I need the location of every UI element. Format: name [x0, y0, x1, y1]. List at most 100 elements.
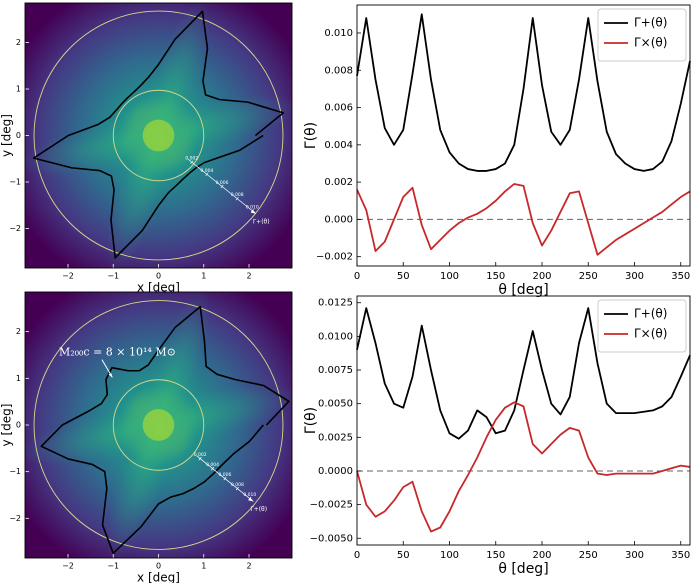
- radial-tick: [248, 496, 252, 501]
- x-tick-label: 2: [246, 562, 251, 571]
- radial-tick: [235, 196, 239, 201]
- radial-tick: [223, 476, 227, 481]
- x-tick-label: −1: [107, 272, 119, 281]
- y-tick-label: 0: [16, 421, 21, 430]
- y-tick-label: 0.004: [324, 140, 353, 151]
- x-tick-label: 150: [486, 550, 505, 561]
- plot-frame: [356, 4, 691, 267]
- y-tick-label: −0.0025: [310, 500, 353, 511]
- y-tick-label: 2: [16, 327, 21, 336]
- y-tick-label: 0.000: [324, 214, 353, 225]
- plot-frame: [24, 291, 293, 559]
- radial-axis-label: Γ+(θ): [250, 506, 267, 513]
- y-tick-label: 0.010: [324, 28, 353, 39]
- x-tick-label: −1: [107, 562, 119, 571]
- radial-tick: [235, 486, 239, 491]
- gamma-contour: [40, 305, 290, 555]
- legend-label: Γ×(θ): [634, 327, 667, 341]
- legend-box: [597, 8, 687, 62]
- x-tick-label: 100: [440, 271, 459, 282]
- legend-box: [597, 299, 687, 353]
- x-axis-label: θ [deg]: [498, 561, 548, 577]
- y-tick-label: −0.002: [316, 252, 353, 263]
- x-axis-label: θ [deg]: [498, 282, 548, 298]
- y-axis-label: y [deg]: [0, 404, 14, 447]
- x-tick-label: −2: [62, 272, 74, 281]
- radial-tick-label: 0.006: [219, 472, 232, 478]
- annotation: M₂₀₀c = 8 × 10¹⁴ M⊙: [59, 346, 176, 359]
- x-tick-label: 250: [579, 550, 598, 561]
- x-tick-label: 0: [156, 272, 161, 281]
- x-tick-label: 300: [625, 550, 644, 561]
- y-tick-label: 0.0125: [318, 298, 353, 309]
- radial-tick-label: 0.008: [231, 482, 244, 488]
- radial-tick-label: 0.002: [185, 156, 198, 162]
- x-tick-label: 150: [486, 271, 505, 282]
- radial-tick: [220, 184, 224, 189]
- plot-frame: [356, 295, 691, 546]
- legend-label: Γ+(θ): [634, 307, 667, 321]
- radial-tick-label: 0.010: [243, 492, 256, 498]
- x-tick-label: 50: [397, 271, 410, 282]
- y-axis-label: Γ(θ): [303, 407, 319, 434]
- x-axis-label: x [deg]: [137, 281, 180, 295]
- outer-circle: [33, 300, 284, 550]
- series-line: [356, 183, 691, 256]
- radial-axis-label: Γ+(θ): [253, 218, 270, 225]
- legend-label: Γ×(θ): [634, 36, 667, 50]
- y-tick-label: 0.0100: [318, 331, 353, 342]
- radial-tick-label: 0.010: [246, 204, 259, 210]
- x-tick-label: 350: [671, 550, 690, 561]
- outer-circle: [33, 10, 284, 261]
- y-axis-label: y [deg]: [0, 114, 14, 157]
- y-tick-label: −2: [9, 514, 21, 523]
- y-tick-label: 0.002: [324, 177, 353, 188]
- radial-tick-label: 0.004: [200, 168, 213, 174]
- radial-tick-label: 0.004: [206, 462, 219, 468]
- y-tick-label: −2: [9, 224, 21, 233]
- y-tick-label: 1: [16, 374, 21, 383]
- x-tick-label: 200: [532, 271, 551, 282]
- radial-tick-label: 0.006: [216, 180, 229, 186]
- y-tick-label: 0: [16, 131, 21, 140]
- y-tick-label: −1: [9, 177, 21, 186]
- radial-tick: [198, 456, 202, 461]
- x-tick-label: 50: [397, 550, 410, 561]
- x-tick-label: 0: [156, 562, 161, 571]
- x-tick-label: 250: [579, 271, 598, 282]
- x-tick-label: 0: [354, 550, 360, 561]
- x-tick-label: 100: [440, 550, 459, 561]
- x-tick-label: 300: [625, 271, 644, 282]
- radial-tick-label: 0.008: [231, 192, 244, 198]
- x-tick-label: 200: [532, 550, 551, 561]
- annotation-arrowhead: [108, 373, 113, 378]
- series-line: [356, 13, 691, 172]
- radial-tick: [250, 208, 254, 213]
- radial-tick-label: 0.002: [194, 452, 207, 458]
- legend-label: Γ+(θ): [634, 16, 667, 30]
- y-tick-label: −1: [9, 467, 21, 476]
- plot-frame: [24, 2, 293, 269]
- radial-tick: [205, 172, 209, 177]
- y-tick-label: 0.0025: [318, 432, 353, 443]
- series-line: [356, 307, 691, 440]
- y-axis-label: Γ(θ): [303, 122, 319, 149]
- y-tick-label: −0.0050: [310, 533, 353, 544]
- inner-circle: [112, 89, 205, 182]
- x-tick-label: 350: [671, 271, 690, 282]
- core: [142, 119, 175, 152]
- radial-tick: [190, 160, 194, 165]
- x-tick-label: 1: [201, 272, 206, 281]
- y-tick-label: 0.0075: [318, 365, 353, 376]
- x-tick-label: 0: [354, 271, 360, 282]
- y-tick-label: 0.0050: [318, 399, 353, 410]
- series-line: [356, 401, 691, 533]
- x-tick-label: 2: [246, 272, 251, 281]
- inner-circle: [112, 379, 205, 471]
- x-tick-label: 1: [201, 562, 206, 571]
- radial-arrowhead: [250, 209, 256, 214]
- x-axis-label: x [deg]: [137, 571, 180, 583]
